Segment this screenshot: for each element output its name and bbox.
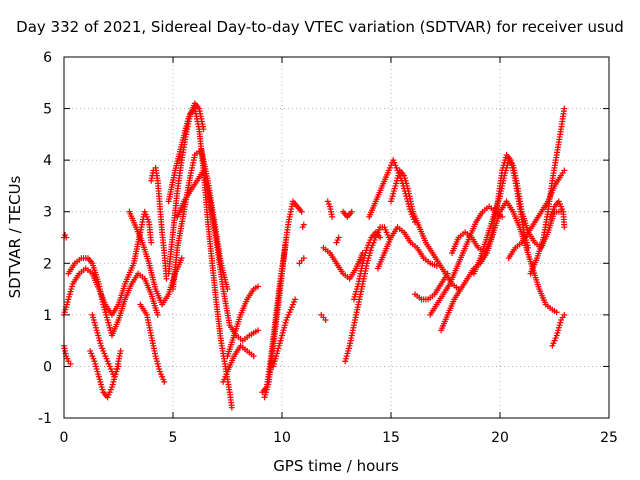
data-point (255, 327, 262, 334)
data-point (154, 311, 161, 318)
series-arc-c (61, 342, 74, 367)
data-point (67, 360, 74, 367)
y-tick-label: 1 (43, 308, 52, 324)
y-tick-label: 4 (43, 153, 52, 169)
x-tick-label: 15 (382, 430, 400, 446)
x-tick-label: 25 (600, 430, 618, 446)
data-point (228, 404, 235, 411)
y-tick-label: 3 (43, 205, 52, 221)
data-point (561, 224, 568, 231)
series-arc-s (296, 255, 307, 267)
series-arc-al (547, 198, 568, 231)
data-point (250, 353, 257, 360)
data-point (322, 317, 329, 324)
data-point (444, 270, 451, 277)
series-arc-y (340, 208, 355, 220)
series-arc-d (61, 231, 70, 241)
series-arc-z (342, 224, 392, 365)
data-point (329, 213, 336, 220)
data-point (561, 105, 568, 112)
data-point (300, 255, 307, 262)
series-arc-b (65, 255, 161, 339)
series-arc-u (318, 311, 329, 324)
data-point (255, 283, 262, 290)
series-arc-l (165, 100, 207, 205)
series-arc-n (224, 283, 262, 360)
x-axis-label: GPS time / hours (273, 457, 399, 475)
x-tick-label: 10 (273, 430, 291, 446)
series-arc-v (320, 244, 366, 282)
data-point (561, 167, 568, 174)
data-point (525, 244, 532, 251)
data-point (163, 275, 170, 282)
series-arc-t (299, 221, 307, 231)
series-arc-i (148, 164, 170, 282)
data-point (292, 296, 299, 303)
data-point (377, 234, 384, 241)
data-point (161, 378, 168, 385)
data-point (148, 239, 155, 246)
series-arc-ae (411, 270, 451, 303)
y-tick-label: -1 (38, 411, 52, 427)
data-point (178, 255, 185, 262)
data-point (115, 363, 122, 370)
series-arc-h (137, 301, 168, 385)
data-point (283, 234, 290, 241)
y-tick-label: 2 (43, 256, 52, 272)
data-point (200, 126, 207, 133)
series-arc-aa (350, 229, 384, 303)
x-tick-label: 0 (60, 430, 69, 446)
y-tick-label: 0 (43, 359, 52, 375)
data-point (348, 208, 355, 215)
series-arc-k (170, 146, 231, 293)
series-arc-x (333, 234, 342, 246)
chart-title: Day 332 of 2021, Sidereal Day-to-day VTE… (16, 18, 624, 36)
series-arc-q (261, 234, 290, 401)
y-axis-label: SDTVAR / TECUs (6, 175, 24, 298)
series-arc-ak (527, 105, 568, 277)
data-point (335, 234, 342, 241)
x-tick-label: 20 (491, 430, 509, 446)
data-point (300, 221, 307, 228)
data-point (298, 208, 305, 215)
series-arc-am (549, 311, 568, 349)
series-arc-f (89, 311, 122, 380)
series-arc-w (324, 198, 336, 220)
plot-frame (63, 56, 610, 419)
data-layer (61, 100, 568, 411)
y-tick-label: 6 (43, 50, 52, 66)
data-point (553, 309, 560, 316)
y-tick-label: 5 (43, 102, 52, 118)
series-arc-r (270, 296, 299, 370)
data-point (561, 311, 568, 318)
x-tick-label: 5 (169, 430, 178, 446)
data-point (117, 347, 124, 354)
series-arc-o (220, 342, 257, 385)
